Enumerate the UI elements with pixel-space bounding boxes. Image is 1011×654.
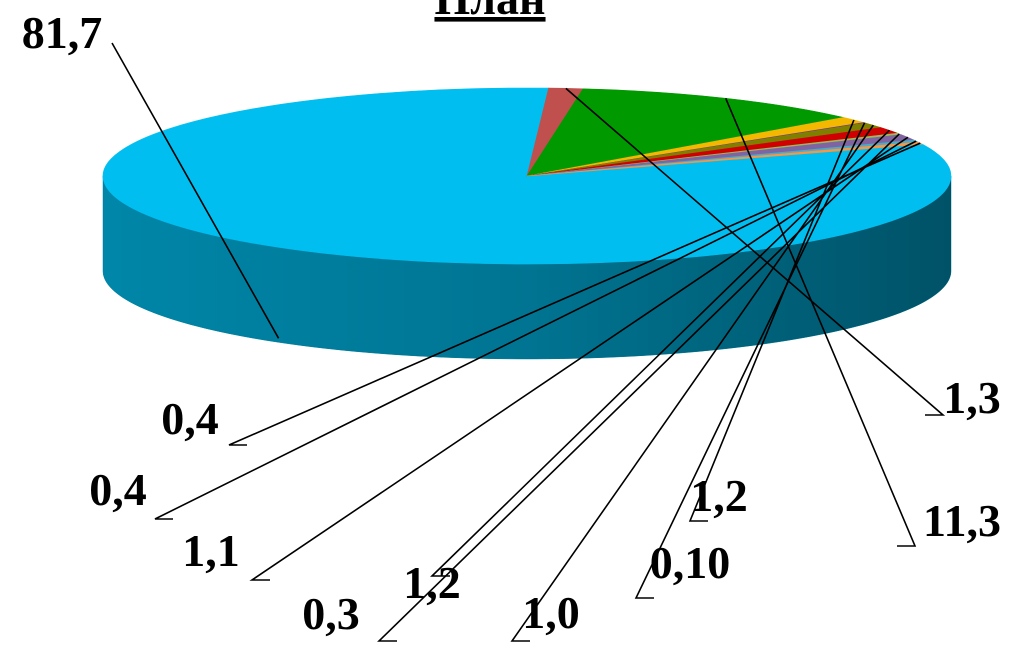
- data-label-9: 0,4: [89, 464, 147, 515]
- data-labels: 81,7 1,3 11,3 1,2 0,10 1,0 1,2 0,3 1,1 0,4 0,4: [22, 7, 1001, 639]
- slice-side-shade-0: [103, 176, 951, 359]
- leader-line-1: [565, 87, 946, 416]
- leader-line-4: [634, 122, 866, 599]
- leader-line-3: [688, 119, 855, 522]
- chart-title: План: [434, 0, 545, 24]
- data-label-10: 0,4: [161, 393, 219, 444]
- data-label-1: 1,3: [943, 372, 1001, 423]
- leader-line-9: [154, 140, 917, 520]
- data-label-3: 1,2: [690, 470, 748, 521]
- slice-2: [526, 88, 844, 177]
- leader-line-0: [111, 42, 280, 339]
- leader-line-2: [724, 97, 917, 547]
- leader-line-7: [377, 133, 900, 642]
- leader-line-6: [430, 129, 890, 577]
- data-label-2: 11,3: [923, 495, 1001, 546]
- leader-line-10: [228, 142, 921, 446]
- data-label-5: 1,0: [522, 587, 580, 638]
- slice-10: [526, 141, 924, 177]
- leader-lines: [111, 42, 946, 642]
- leader-line-8: [249, 136, 909, 581]
- data-label-7: 0,3: [302, 588, 360, 639]
- data-label-8: 1,1: [182, 525, 240, 576]
- pie-tops: [102, 87, 952, 265]
- data-label-0: 81,7: [22, 7, 103, 58]
- data-label-4: 0,10: [650, 537, 731, 588]
- leader-line-5: [510, 124, 874, 642]
- data-label-6: 1,2: [403, 557, 461, 608]
